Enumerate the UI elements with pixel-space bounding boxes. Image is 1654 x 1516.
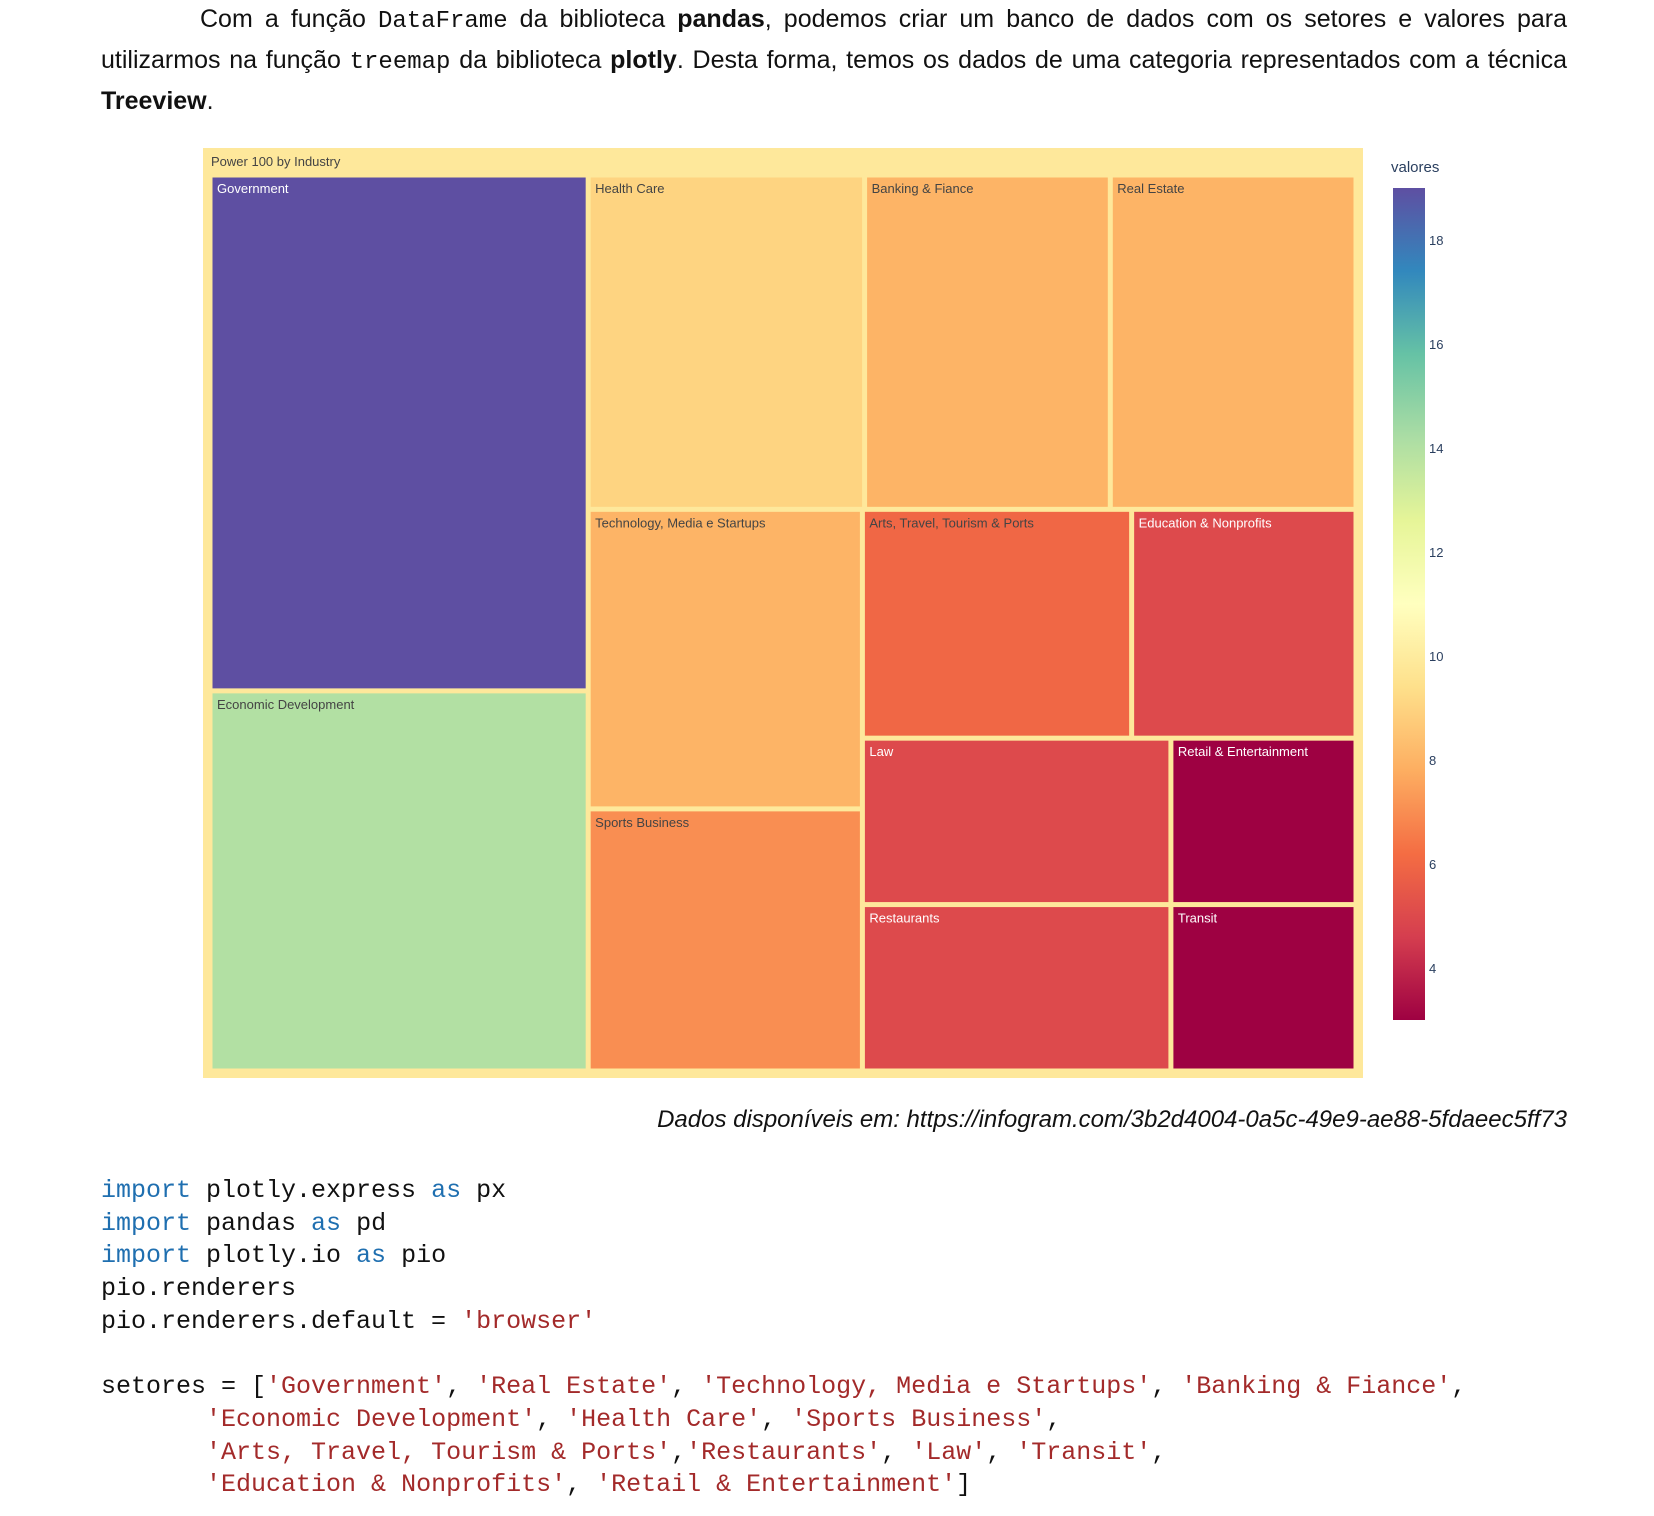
treemap-figure: Power 100 by Industry Government Economic … — [203, 148, 1523, 1078]
treemap-tile-restaurants[interactable] — [863, 906, 1170, 1070]
colorbar-tick-4: 4 — [1429, 961, 1436, 976]
treemap-tile-health-care[interactable] — [589, 176, 864, 508]
treemap-label-arts-travel-tourism-ports: Arts, Travel, Tourism & Ports — [869, 515, 1034, 530]
treemap-tile-technology-media-e-startups[interactable] — [589, 510, 861, 808]
colorbar-tick-6: 6 — [1429, 857, 1436, 872]
treemap-label-banking-fiance: Banking & Fiance — [872, 181, 974, 196]
treemap-code: treemap — [349, 49, 451, 76]
treemap-tile-banking-fiance[interactable] — [866, 176, 1109, 508]
colorbar-tick-8: 8 — [1429, 753, 1436, 768]
treemap-root-label: Power 100 by Industry — [211, 154, 341, 169]
colorbar-tick-12: 12 — [1429, 545, 1443, 560]
treemap-label-transit: Transit — [1178, 911, 1218, 926]
treemap-label-technology-media-e-startups: Technology, Media e Startups — [595, 515, 766, 530]
treemap-tile-government[interactable] — [211, 176, 587, 690]
colorbar-gradient — [1393, 188, 1425, 1020]
code-block: import plotly.express as px import panda… — [101, 1176, 1467, 1500]
colorbar-tick-16: 16 — [1429, 337, 1443, 352]
colorbar: valores 4 6 8 10 12 14 16 18 — [1391, 159, 1443, 1020]
treemap-label-health-care: Health Care — [595, 181, 664, 196]
colorbar-tick-14: 14 — [1429, 441, 1443, 456]
colorbar-title: valores — [1391, 159, 1439, 176]
colorbar-tick-18: 18 — [1429, 233, 1443, 248]
treemap-chart: Power 100 by Industry Government Economic … — [203, 148, 1363, 1078]
treemap-label-government: Government — [217, 181, 289, 196]
treeview-bold: Treeview — [101, 87, 207, 115]
treemap-tile-retail-entertainment[interactable] — [1172, 739, 1355, 904]
treemap-label-law: Law — [869, 744, 893, 759]
treemap-label-restaurants: Restaurants — [869, 911, 940, 926]
treemap-tile-law[interactable] — [863, 739, 1170, 904]
plotly-bold: plotly — [610, 46, 677, 74]
pandas-bold: pandas — [677, 5, 765, 33]
treemap-tile-sports-business[interactable] — [589, 810, 861, 1070]
treemap-tile-real-estate[interactable] — [1111, 176, 1355, 508]
treemap-label-economic-development: Economic Development — [217, 697, 355, 712]
dataframe-code: DataFrame — [377, 8, 508, 35]
data-source-caption: Dados disponíveis em: https://infogram.c… — [657, 1106, 1567, 1133]
treemap-label-retail-entertainment: Retail & Entertainment — [1178, 744, 1308, 759]
treemap-tile-economic-development[interactable] — [211, 692, 587, 1070]
treemap-label-sports-business: Sports Business — [595, 815, 689, 830]
treemap-tile-arts-travel-tourism-ports[interactable] — [863, 510, 1131, 737]
treemap-tile-transit[interactable] — [1172, 906, 1355, 1070]
intro-paragraph: Com a função DataFrame da biblioteca pan… — [101, 5, 1567, 115]
treemap-tile-education-nonprofits[interactable] — [1133, 510, 1355, 737]
treemap-label-real-estate: Real Estate — [1117, 181, 1184, 196]
treemap-label-education-nonprofits: Education & Nonprofits — [1139, 515, 1272, 530]
colorbar-tick-10: 10 — [1429, 649, 1443, 664]
